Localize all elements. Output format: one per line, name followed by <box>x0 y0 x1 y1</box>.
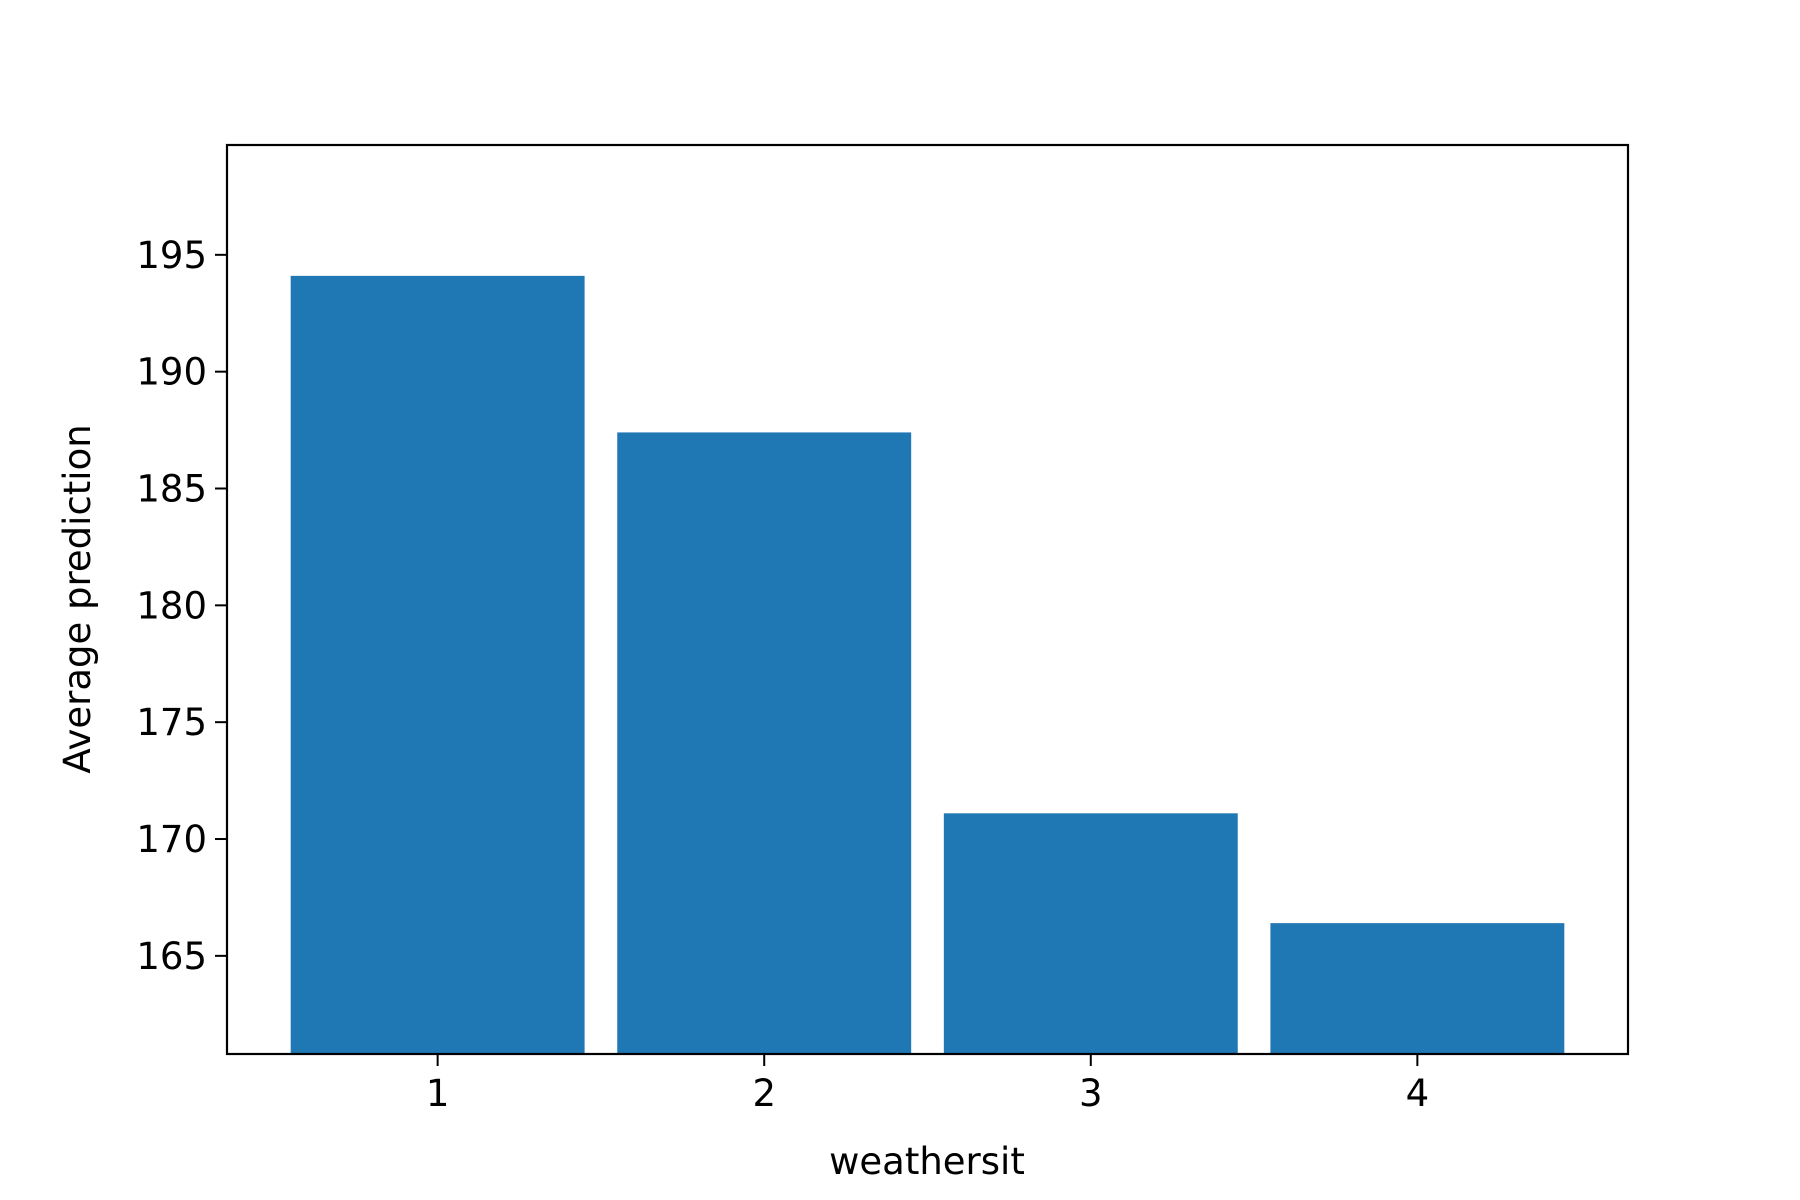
bars-group <box>290 275 1565 1054</box>
x-tick-label: 2 <box>752 1072 776 1115</box>
x-axis-label: weathersit <box>829 1140 1025 1183</box>
y-tick-label: 170 <box>136 818 207 861</box>
bar-3 <box>943 813 1238 1054</box>
bar-2 <box>617 432 912 1054</box>
y-tick-label: 175 <box>136 701 207 744</box>
bar-1 <box>290 275 585 1054</box>
bar-4 <box>1270 923 1565 1054</box>
y-tick-label: 165 <box>136 935 207 978</box>
y-axis-label: Average prediction <box>56 424 99 773</box>
y-tick-label: 185 <box>136 468 207 511</box>
x-tick-label: 3 <box>1079 1072 1103 1115</box>
plot-frame <box>225 143 1630 1056</box>
y-axis: 165 170 175 180 185 190 195 <box>136 234 227 978</box>
y-tick-label: 190 <box>136 351 207 394</box>
x-tick-label: 4 <box>1406 1072 1430 1115</box>
x-tick-label: 1 <box>426 1072 450 1115</box>
y-tick-label: 195 <box>136 234 207 277</box>
x-axis: 1 2 3 4 <box>426 1054 1429 1115</box>
y-tick-label: 180 <box>136 584 207 627</box>
